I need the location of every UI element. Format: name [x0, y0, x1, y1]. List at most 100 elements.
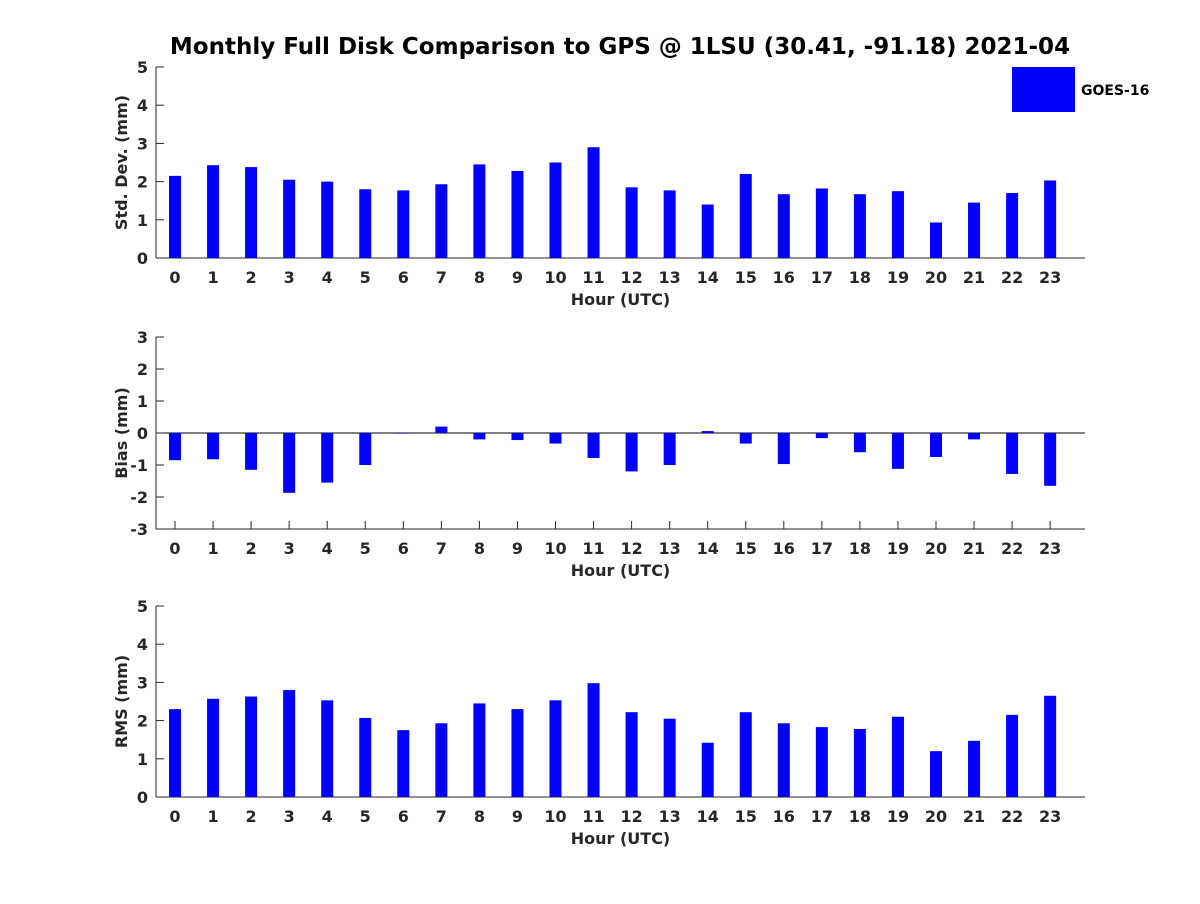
- bar-rms-hour-3: [283, 690, 296, 797]
- x-tick-label: 16: [773, 539, 795, 558]
- bar-bias-hour-23: [1044, 433, 1057, 486]
- x-tick-label: 13: [659, 807, 681, 826]
- bar-rms-hour-11: [587, 683, 600, 797]
- y-tick-label: 1: [137, 750, 148, 769]
- bar-bias-hour-20: [930, 433, 942, 457]
- y-tick-label: 2: [137, 360, 148, 379]
- y-tick-label: -3: [130, 520, 148, 539]
- y-tick-label: 1: [137, 392, 148, 411]
- x-tick-label: 8: [474, 807, 485, 826]
- y-tick-label: 0: [137, 788, 148, 807]
- x-tick-label: 16: [773, 268, 795, 287]
- bar-std-hour-7: [435, 184, 448, 258]
- bar-std-hour-12: [625, 187, 638, 258]
- bar-bias-hour-12: [625, 433, 638, 472]
- bar-bias-hour-7: [435, 426, 448, 433]
- bar-rms-hour-9: [511, 709, 524, 797]
- x-tick-label: 19: [887, 268, 909, 287]
- x-tick-label: 13: [659, 539, 681, 558]
- bar-std-hour-13: [663, 190, 676, 258]
- y-tick-label: -1: [130, 456, 148, 475]
- x-tick-label: 20: [925, 807, 947, 826]
- bar-bias-hour-3: [283, 433, 296, 493]
- bar-rms-hour-20: [930, 751, 942, 797]
- y-tick-label: 3: [137, 134, 148, 153]
- bar-rms-hour-21: [968, 740, 981, 797]
- y-tick-label: 5: [137, 597, 148, 616]
- bar-bias-hour-6: [397, 433, 410, 434]
- bar-std-hour-18: [853, 194, 866, 258]
- x-tick-label: 14: [697, 268, 719, 287]
- x-tick-label: 18: [849, 539, 871, 558]
- legend-label: GOES-16: [1081, 83, 1149, 99]
- bar-bias-hour-22: [1006, 433, 1019, 474]
- bar-std-hour-15: [739, 173, 752, 258]
- y-tick-label: 0: [137, 249, 148, 268]
- bar-rms-hour-2: [245, 696, 258, 797]
- x-tick-label: 18: [849, 807, 871, 826]
- bar-rms-hour-14: [701, 742, 714, 797]
- bar-rms-hour-12: [625, 712, 638, 797]
- x-tick-label: 16: [773, 807, 795, 826]
- bar-bias-hour-2: [245, 433, 258, 470]
- x-tick-label: 13: [659, 268, 681, 287]
- x-axis-label: Hour (UTC): [571, 561, 671, 580]
- x-tick-label: 6: [398, 539, 409, 558]
- x-tick-label: 9: [512, 807, 523, 826]
- bar-bias-hour-17: [815, 433, 828, 439]
- x-tick-label: 17: [811, 268, 833, 287]
- bar-rms-hour-17: [815, 727, 828, 797]
- x-tick-label: 7: [436, 807, 447, 826]
- x-tick-label: 1: [207, 807, 218, 826]
- y-tick-label: 5: [137, 58, 148, 77]
- x-tick-label: 21: [963, 268, 985, 287]
- x-tick-label: 3: [284, 539, 295, 558]
- x-tick-label: 18: [849, 268, 871, 287]
- x-tick-label: 12: [620, 539, 642, 558]
- bar-bias-hour-8: [473, 433, 486, 440]
- bar-std-hour-22: [1006, 193, 1019, 258]
- bar-bias-hour-21: [968, 433, 981, 440]
- bar-std-hour-23: [1044, 180, 1057, 258]
- x-tick-label: 23: [1039, 807, 1061, 826]
- bar-rms-hour-7: [435, 723, 448, 797]
- x-tick-label: 9: [512, 268, 523, 287]
- bar-std-hour-1: [207, 165, 220, 258]
- x-tick-label: 14: [697, 807, 719, 826]
- y-axis-label: Bias (mm): [112, 387, 131, 479]
- legend: GOES-16: [1012, 67, 1149, 112]
- x-tick-label: 1: [207, 539, 218, 558]
- x-tick-label: 3: [284, 807, 295, 826]
- bar-rms-hour-22: [1006, 714, 1019, 797]
- bar-std-hour-20: [930, 222, 942, 258]
- x-tick-label: 11: [582, 807, 604, 826]
- x-tick-label: 11: [582, 268, 604, 287]
- x-tick-label: 4: [322, 268, 333, 287]
- y-tick-label: 4: [137, 96, 148, 115]
- bar-std-hour-17: [815, 188, 828, 258]
- y-tick-label: 0: [137, 424, 148, 443]
- bar-rms-hour-4: [321, 700, 334, 797]
- bar-rms-hour-8: [473, 703, 486, 797]
- x-tick-label: 6: [398, 807, 409, 826]
- bar-rms-hour-5: [359, 717, 372, 797]
- x-tick-label: 2: [246, 539, 257, 558]
- x-tick-label: 2: [246, 268, 257, 287]
- x-tick-label: 5: [360, 539, 371, 558]
- bar-bias-hour-15: [739, 433, 752, 444]
- bar-std-hour-2: [245, 167, 258, 258]
- bar-rms-hour-16: [777, 723, 790, 797]
- x-tick-label: 12: [620, 807, 642, 826]
- x-tick-label: 5: [360, 807, 371, 826]
- y-tick-label: 2: [137, 173, 148, 192]
- x-tick-label: 2: [246, 807, 257, 826]
- x-tick-label: 22: [1001, 268, 1023, 287]
- x-tick-label: 7: [436, 268, 447, 287]
- x-tick-label: 17: [811, 539, 833, 558]
- bar-std-hour-16: [777, 194, 790, 258]
- bar-std-hour-10: [549, 162, 562, 258]
- bar-rms-hour-19: [891, 716, 904, 797]
